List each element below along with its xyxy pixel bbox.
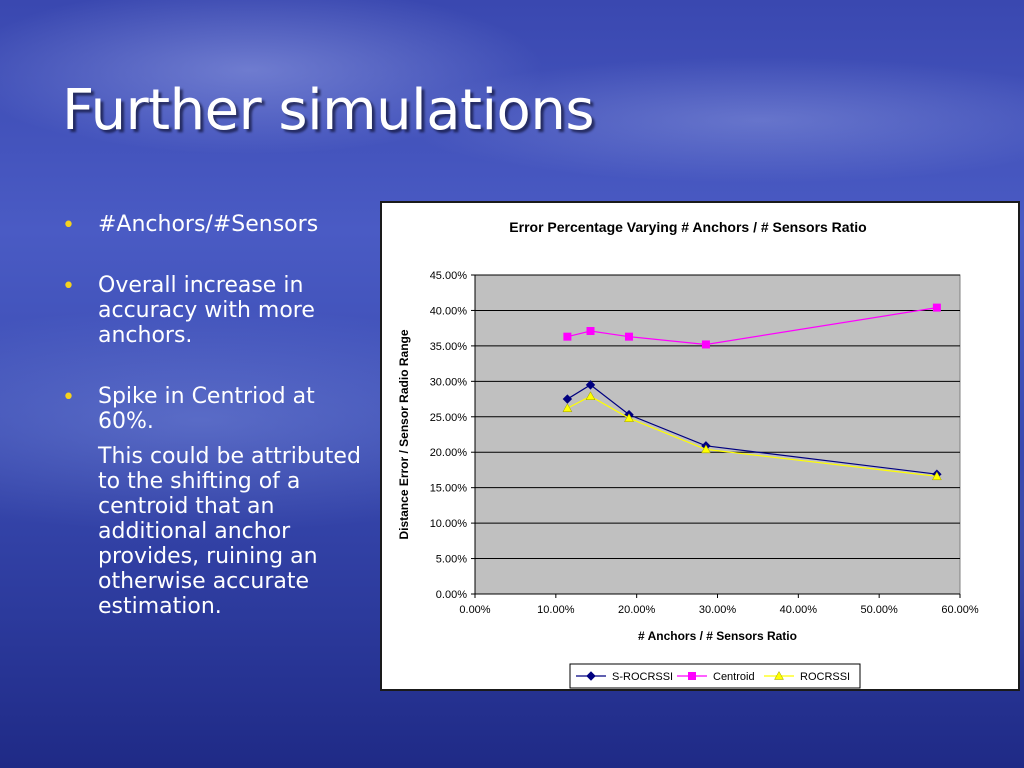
data-point [585, 391, 596, 400]
slide-title: Further simulations [62, 78, 595, 143]
series-centroid [563, 303, 941, 349]
chart-title: Error Percentage Varying # Anchors / # S… [509, 219, 866, 235]
x-tick-label: 10.00% [537, 604, 575, 616]
y-tick-label: 20.00% [430, 447, 468, 459]
y-tick-label: 15.00% [430, 483, 468, 495]
x-axis-title: # Anchors / # Sensors Ratio [638, 629, 797, 643]
data-point [586, 327, 595, 336]
x-tick-label: 50.00% [861, 604, 899, 616]
y-axis-title: Distance Error / Sensor Radio Range [397, 329, 411, 539]
legend-marker-icon [586, 671, 596, 681]
y-tick-label: 5.00% [436, 554, 467, 566]
series-layer [562, 303, 942, 481]
data-point [624, 332, 633, 341]
legend-label: Centroid [713, 671, 755, 683]
legend-label: ROCRSSI [800, 671, 850, 683]
plot-area [474, 274, 961, 595]
x-axis-ticks: 0.00% 10.00% 20.00% 30.00% 40.00% 50.00% 60.00… [459, 594, 979, 616]
legend-marker-icon [688, 672, 696, 680]
bullet-dot-icon: • [62, 274, 75, 299]
data-point [701, 340, 710, 349]
y-tick-label: 40.00% [430, 305, 468, 317]
data-point [931, 471, 942, 481]
data-point [701, 444, 711, 454]
data-point [932, 303, 941, 312]
line-chart: Error Percentage Varying # Anchors / # S… [397, 219, 979, 689]
bullet-item: • #Anchors/#Sensors [62, 212, 362, 238]
y-tick-label: 35.00% [430, 341, 468, 353]
data-point [562, 394, 573, 404]
bullet-dot-icon: • [62, 385, 75, 410]
chart-container: Error Percentage Varying # Anchors / # S… [380, 201, 1020, 691]
legend: S-ROCRSSI Centroid ROCRSSI [569, 663, 861, 689]
series-rocrssi [562, 391, 942, 481]
bullet-item: • Overall increase in accuracy with more… [62, 273, 362, 348]
x-tick-label: 20.00% [618, 604, 656, 616]
data-point [562, 403, 573, 413]
bullet-subtext: This could be attributed to the shifting… [98, 444, 361, 619]
y-axis-ticks: 0.00% 5.00% 10.00% 15.00% 20.00% 25.00% 30.00%… [430, 270, 475, 601]
bullet-text: Spike in Centriod at 60%. [98, 384, 315, 434]
y-tick-label: 10.00% [430, 518, 468, 530]
data-point [563, 332, 572, 341]
x-tick-label: 0.00% [459, 604, 490, 616]
y-tick-label: 45.00% [430, 270, 468, 282]
bullet-list: • #Anchors/#Sensors • Overall increase i… [62, 212, 362, 655]
x-tick-label: 30.00% [699, 604, 737, 616]
bullet-text: #Anchors/#Sensors [98, 212, 319, 237]
bullet-dot-icon: • [62, 213, 75, 238]
x-tick-label: 60.00% [941, 604, 979, 616]
x-tick-label: 40.00% [780, 604, 818, 616]
legend-label: S-ROCRSSI [612, 671, 673, 683]
gridlines [475, 274, 960, 560]
bullet-text: Overall increase in accuracy with more a… [98, 273, 315, 348]
y-tick-label: 30.00% [430, 376, 468, 388]
data-point [624, 413, 634, 422]
y-tick-label: 25.00% [430, 412, 468, 424]
legend-marker-icon [774, 670, 784, 680]
data-point [585, 380, 596, 390]
y-tick-label: 0.00% [436, 589, 467, 601]
bullet-item: • Spike in Centriod at 60%. This could b… [62, 384, 362, 619]
legend-box [569, 663, 861, 689]
